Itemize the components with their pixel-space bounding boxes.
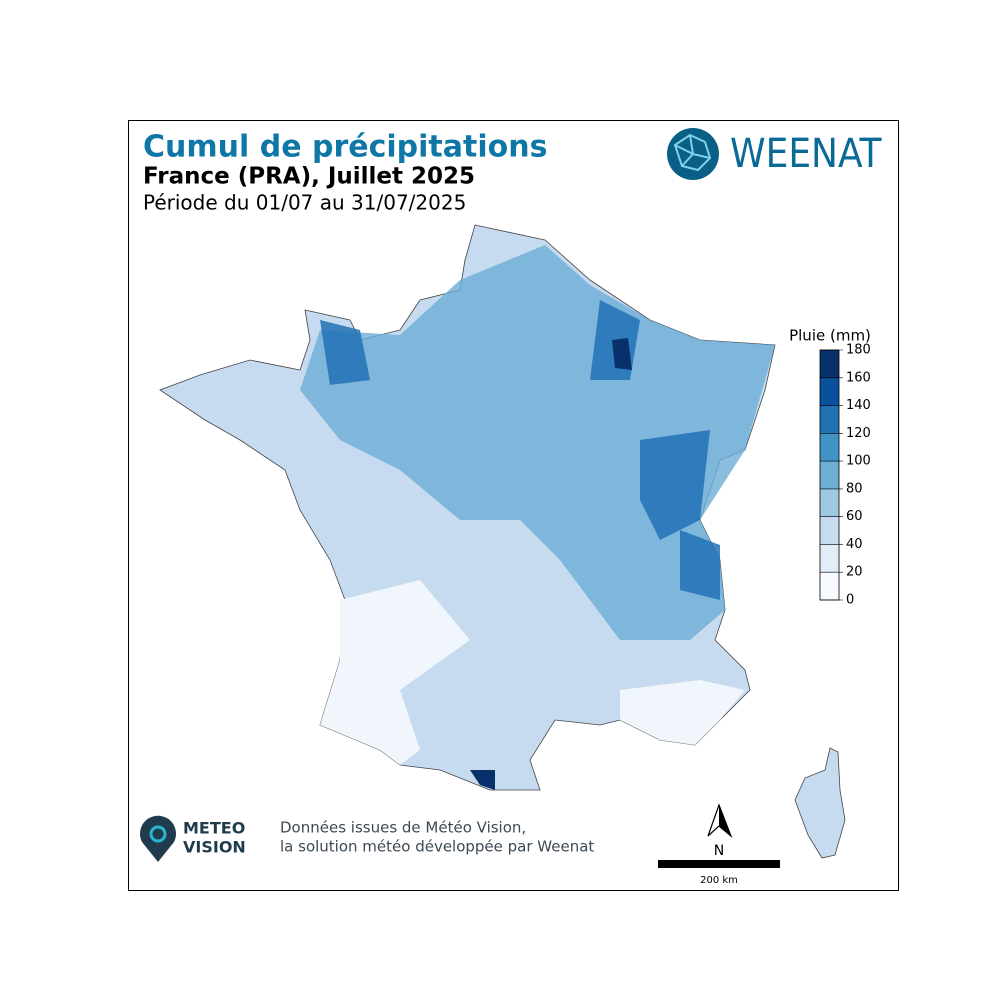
colorbar-bin <box>820 377 839 406</box>
colorbar-tick-label: 160 <box>846 370 871 385</box>
period: Période du 01/07 au 31/07/2025 <box>143 191 466 215</box>
colorbar-tick-label: 80 <box>846 481 863 496</box>
colorbar-bin <box>820 544 839 573</box>
colorbar-tick-label: 0 <box>846 593 854 608</box>
weenat-logo: WEENAT <box>667 128 882 180</box>
colorbar-tick-label: 60 <box>846 509 863 524</box>
colorbar-tick-label: 180 <box>846 343 871 358</box>
title: Cumul de précipitations <box>143 130 547 165</box>
colorbar-tick-label: 120 <box>846 426 871 441</box>
colorbar-title: Pluie (mm) <box>789 327 871 345</box>
scale-label: 200 km <box>700 875 738 886</box>
colorbar: 0 20 40 60 80 100 120 140 160 180 <box>819 343 871 608</box>
colorbar-bin <box>820 350 839 378</box>
scale-bar <box>658 860 780 868</box>
subtitle: France (PRA), Juillet 2025 <box>143 164 475 190</box>
north-arrow-half <box>719 805 731 836</box>
north-label: N <box>714 843 724 859</box>
credit-line: la solution météo développée par Weenat <box>280 838 594 856</box>
dry-zone <box>320 580 745 765</box>
colorbar-tick-label: 40 <box>846 537 863 552</box>
brand: WEENAT <box>730 131 882 177</box>
colorbar-bin <box>820 516 839 545</box>
wet-zone <box>320 300 720 600</box>
logo-top: METEO <box>183 819 245 838</box>
colorbar-bin <box>820 433 839 462</box>
corsica <box>794 747 846 859</box>
north-east-zone <box>300 245 775 640</box>
logo-net <box>673 133 712 172</box>
colorbar-bin <box>820 572 839 600</box>
logo-bottom: VISION <box>183 838 246 857</box>
colorbar-tick-label: 20 <box>846 565 863 580</box>
colorbar-bin <box>820 461 839 489</box>
colorbar-bin <box>820 488 839 517</box>
colorbar-tick-label: 140 <box>846 398 871 413</box>
colorbar-tick-label: 100 <box>846 454 871 469</box>
colorbar-bin <box>820 405 839 434</box>
credit-line: Données issues de Météo Vision, <box>280 819 526 837</box>
france-map <box>159 224 846 859</box>
logo-pin <box>140 815 176 862</box>
meteo-vision-logo: METEO VISION <box>140 815 246 862</box>
logo-ring <box>149 825 167 843</box>
